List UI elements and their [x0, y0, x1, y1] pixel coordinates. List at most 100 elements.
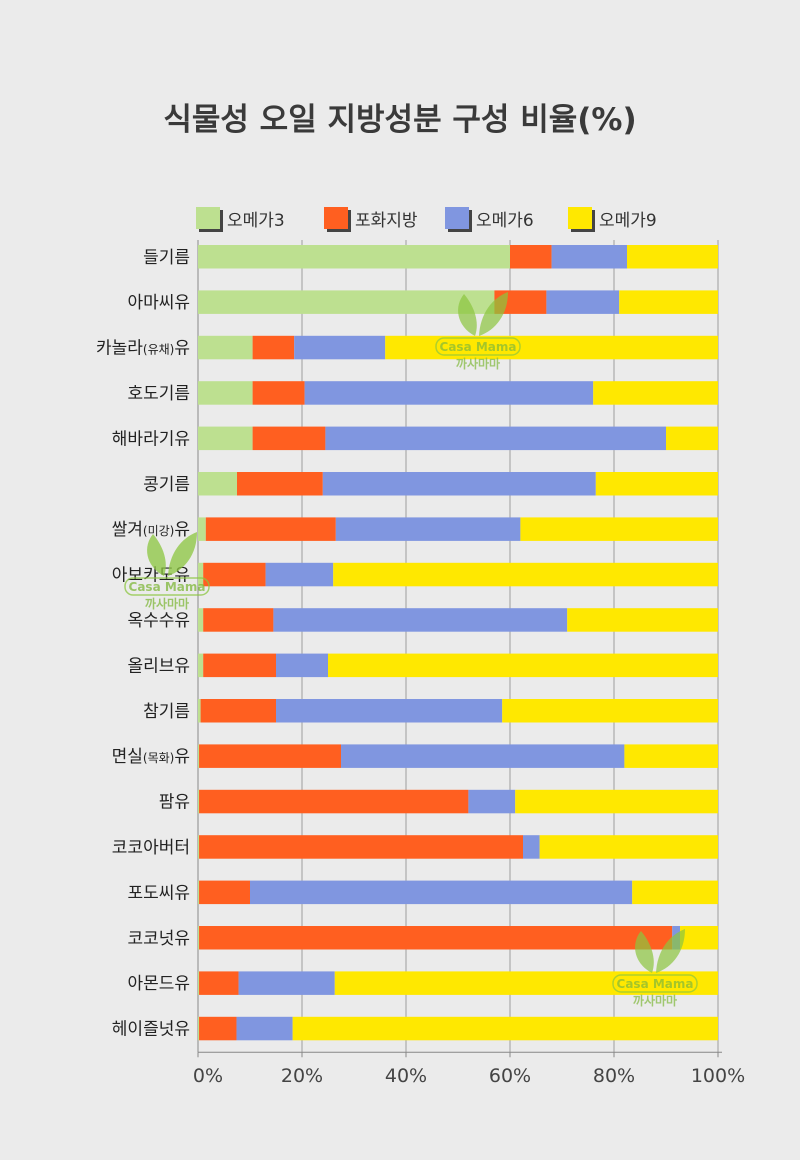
- bar-segment: [198, 608, 204, 632]
- bar-segment: [276, 653, 328, 678]
- bar-segment: [198, 880, 200, 905]
- x-tick-label: 100%: [691, 1065, 745, 1087]
- bar-segment: [252, 426, 326, 451]
- leaf-icon: [635, 931, 654, 973]
- legend-swatch: [568, 207, 592, 229]
- category-label: 콩기름: [143, 475, 190, 495]
- category-label: 해바라기유: [112, 429, 190, 449]
- bar-segment: [198, 1016, 200, 1041]
- bar-segment: [236, 1016, 293, 1041]
- bar-segment: [304, 381, 594, 405]
- category-label: 카놀라(유채)유: [96, 339, 190, 359]
- bar-row: [198, 472, 718, 496]
- bar-segment: [593, 381, 718, 405]
- bar-segment: [199, 789, 469, 814]
- bar-segment: [198, 381, 253, 405]
- bar-segment: [205, 517, 336, 541]
- bar-segment: [632, 880, 718, 905]
- bar-segment: [273, 608, 568, 632]
- bar-segment: [198, 562, 204, 587]
- category-label: 코코아버터: [112, 838, 190, 858]
- category-label: 쌀겨(미강)유: [112, 520, 190, 540]
- legend: 오메가3 포화지방 오메가6 오메가9: [196, 207, 657, 232]
- bar-row: [198, 971, 718, 995]
- category-label: 호도기름: [127, 384, 190, 404]
- legend-label: 오메가3: [227, 211, 285, 231]
- bar-segment: [238, 971, 335, 995]
- bar-segment: [322, 472, 596, 496]
- leaf-icon: [147, 534, 166, 576]
- category-label: 면실(목화)유: [112, 747, 190, 767]
- category-label: 코코넛유: [127, 929, 190, 949]
- watermarks: Casa Mama 까사마마 Casa Mama 까사마마 Casa Mama 까사마마: [124, 292, 698, 1008]
- watermark-subtext: 까사마마: [456, 356, 500, 371]
- x-tick-label: 40%: [385, 1065, 427, 1087]
- bar-segment: [328, 653, 718, 678]
- bar-segment: [567, 608, 718, 632]
- category-label: 옥수수유: [127, 611, 190, 631]
- bar-row: [198, 835, 718, 859]
- bar-segment: [199, 880, 250, 905]
- bar-segment: [680, 926, 718, 950]
- watermark-text: Casa Mama: [617, 977, 694, 991]
- bar-row: [198, 290, 718, 314]
- bar-segment: [341, 744, 625, 768]
- bar-segment: [198, 789, 200, 814]
- bar-segment: [252, 335, 295, 360]
- bar-row: [198, 381, 718, 405]
- bar-segment: [294, 335, 386, 360]
- legend-item: 포화지방: [324, 207, 418, 232]
- category-label: 참기름: [143, 702, 190, 722]
- bar-segment: [198, 926, 200, 950]
- bar-segment: [198, 426, 253, 451]
- bar-row: [198, 1016, 718, 1041]
- bar-segment: [200, 699, 276, 723]
- x-tick-label: 60%: [489, 1065, 531, 1087]
- category-label: 팜유: [159, 793, 190, 813]
- bar-row: [198, 608, 718, 632]
- bar-row: [198, 426, 718, 451]
- bar-segment: [666, 426, 718, 451]
- bar-segment: [335, 517, 521, 541]
- category-label: 아마씨유: [127, 293, 190, 313]
- bar-segment: [198, 744, 200, 768]
- bar-segment: [199, 1016, 237, 1041]
- bar-segment: [199, 926, 673, 950]
- bar-segment: [333, 562, 718, 587]
- bar-segment: [523, 835, 540, 859]
- bar-segment: [252, 381, 305, 405]
- watermark-text: Casa Mama: [440, 340, 517, 354]
- bar-segment: [198, 699, 201, 723]
- category-label: 포도씨유: [127, 883, 190, 903]
- bar-segment: [515, 789, 718, 814]
- bar-segment: [468, 789, 516, 814]
- watermark-logo: Casa Mama 까사마마: [435, 292, 521, 371]
- legend-label: 오메가6: [476, 211, 534, 231]
- bar-segment: [334, 971, 718, 995]
- bar-segment: [198, 245, 510, 269]
- x-axis: 0% 20% 40% 60% 80% 100%: [193, 1051, 745, 1087]
- bar-segment: [199, 971, 239, 995]
- bar-segment: [276, 699, 503, 723]
- bar-segment: [198, 971, 200, 995]
- bar-row: [198, 699, 718, 723]
- legend-label: 오메가9: [599, 211, 657, 231]
- legend-label: 포화지방: [355, 211, 418, 231]
- chart-title: 식물성 오일 지방성분 구성 비율(%): [163, 102, 636, 138]
- watermark-text: Casa Mama: [129, 580, 206, 594]
- legend-swatch: [445, 207, 469, 229]
- bar-segment: [198, 835, 200, 859]
- bar-row: [198, 653, 718, 678]
- bar-segment: [198, 653, 204, 678]
- legend-item: 오메가6: [445, 207, 534, 232]
- x-tick-label: 20%: [281, 1065, 323, 1087]
- bar-segment: [325, 426, 666, 451]
- bar-segment: [198, 472, 237, 496]
- category-label: 올리브유: [127, 656, 190, 676]
- bar-segment: [199, 835, 524, 859]
- bar-row: [198, 880, 718, 905]
- bar-row: [198, 245, 718, 269]
- bar-segment: [265, 562, 334, 587]
- leaf-icon: [168, 532, 197, 576]
